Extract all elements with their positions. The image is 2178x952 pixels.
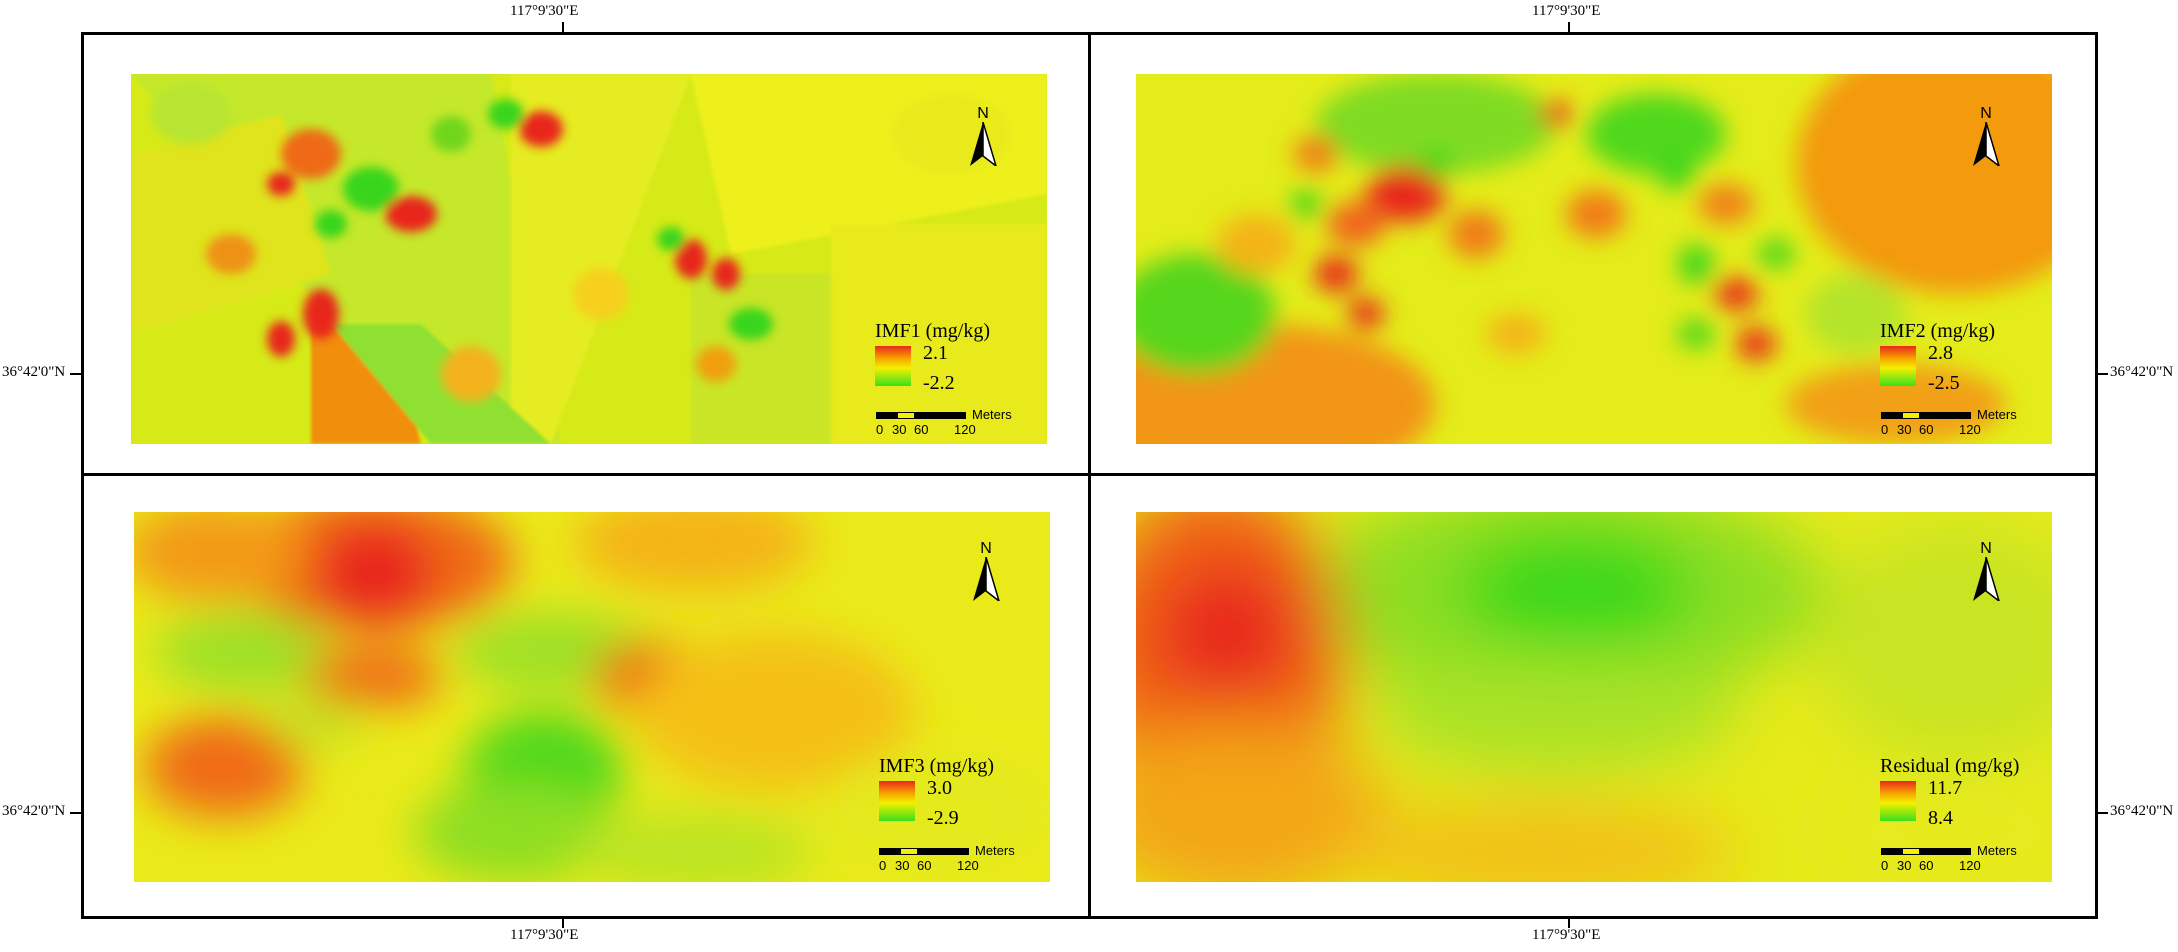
legend-imf3: IMF3 (mg/kg) 3.0 -2.9	[879, 755, 994, 829]
north-arrow-icon	[1973, 121, 2001, 169]
legend-imf2: IMF2 (mg/kg) 2.8 -2.5	[1880, 320, 1995, 394]
legend-max: 2.8	[1928, 342, 1953, 364]
right-lat-label-bottom: 36°42'0"N	[2110, 803, 2174, 819]
legend-max: 11.7	[1928, 777, 1963, 799]
north-letter: N	[980, 540, 992, 557]
tick-top-right	[1568, 22, 1570, 34]
scale-bar-graphic	[876, 412, 966, 419]
scale-bar-imf3: Meters 0 30 60 120	[879, 842, 1039, 876]
tick-bottom-left	[562, 916, 564, 928]
legend-min: 8.4	[1928, 807, 1953, 829]
scale-tick-60: 60	[1919, 858, 1934, 873]
north-arrow-icon	[1973, 556, 2001, 604]
legend-residual: Residual (mg/kg) 11.7 8.4	[1880, 755, 2020, 829]
top-lon-label-left: 117°9'30"E	[510, 3, 579, 19]
tick-right-top	[2096, 373, 2108, 375]
scale-unit: Meters	[975, 843, 1015, 858]
north-arrow-icon	[970, 121, 998, 169]
map-residual	[1136, 512, 2052, 882]
legend-title: IMF3 (mg/kg)	[879, 755, 994, 777]
scale-tick-30: 30	[1897, 422, 1912, 437]
north-arrow-icon	[973, 556, 1001, 604]
scale-tick-0: 0	[879, 858, 887, 873]
scale-bar-graphic	[1881, 848, 1971, 855]
scale-tick-0: 0	[876, 422, 884, 437]
right-lat-label-top: 36°42'0"N	[2110, 364, 2174, 380]
legend-min: -2.9	[927, 807, 959, 829]
legend-title: IMF2 (mg/kg)	[1880, 320, 1995, 342]
scale-unit: Meters	[972, 407, 1012, 422]
legend-min: -2.2	[923, 372, 955, 394]
scale-bar-residual: Meters 0 30 60 120	[1881, 842, 2041, 876]
legend-color-ramp	[1880, 781, 1916, 821]
legend-min: -2.5	[1928, 372, 1960, 394]
map-imf3	[134, 512, 1050, 882]
top-lon-label-right: 117°9'30"E	[1532, 3, 1601, 19]
scale-bar-imf2: Meters 0 30 60 120	[1881, 406, 2041, 440]
north-letter: N	[1980, 105, 1992, 122]
tick-right-bottom	[2096, 812, 2108, 814]
bottom-lon-label-left: 117°9'30"E	[510, 927, 579, 943]
scale-bar-graphic	[879, 848, 969, 855]
north-letter: N	[1980, 540, 1992, 557]
legend-title: IMF1 (mg/kg)	[875, 320, 990, 342]
scale-tick-60: 60	[917, 858, 932, 873]
legend-color-ramp	[875, 346, 911, 386]
tick-top-left	[562, 22, 564, 34]
map-imf1	[131, 74, 1047, 444]
legend-max: 3.0	[927, 777, 952, 799]
legend-title: Residual (mg/kg)	[1880, 755, 2020, 777]
scale-tick-120: 120	[1959, 422, 1981, 437]
tick-left-bottom	[70, 812, 82, 814]
north-arrow-imf2: N	[1966, 106, 2006, 176]
north-arrow-imf1: N	[963, 106, 1003, 176]
left-lat-label-top: 36°42'0"N	[2, 364, 66, 380]
north-arrow-residual: N	[1966, 541, 2006, 611]
legend-imf1: IMF1 (mg/kg) 2.1 -2.2	[875, 320, 990, 394]
north-letter: N	[977, 105, 989, 122]
north-arrow-imf3: N	[966, 541, 1006, 611]
scale-tick-120: 120	[1959, 858, 1981, 873]
scale-tick-30: 30	[895, 858, 910, 873]
scale-tick-60: 60	[1919, 422, 1934, 437]
left-lat-label-bottom: 36°42'0"N	[2, 803, 66, 819]
scale-unit: Meters	[1977, 407, 2017, 422]
scale-bar-graphic	[1881, 412, 1971, 419]
scale-tick-30: 30	[892, 422, 907, 437]
legend-color-ramp	[879, 781, 915, 821]
tick-bottom-right	[1568, 916, 1570, 928]
map-imf2	[1136, 74, 2052, 444]
scale-tick-60: 60	[914, 422, 929, 437]
scale-tick-120: 120	[957, 858, 979, 873]
scale-unit: Meters	[1977, 843, 2017, 858]
legend-color-ramp	[1880, 346, 1916, 386]
legend-max: 2.1	[923, 342, 948, 364]
tick-left-top	[70, 373, 82, 375]
scale-tick-120: 120	[954, 422, 976, 437]
scale-tick-30: 30	[1897, 858, 1912, 873]
frame-residual	[1088, 473, 2098, 919]
scale-tick-0: 0	[1881, 422, 1889, 437]
bottom-lon-label-right: 117°9'30"E	[1532, 927, 1601, 943]
scale-tick-0: 0	[1881, 858, 1889, 873]
scale-bar-imf1: Meters 0 30 60 120	[876, 406, 1036, 440]
